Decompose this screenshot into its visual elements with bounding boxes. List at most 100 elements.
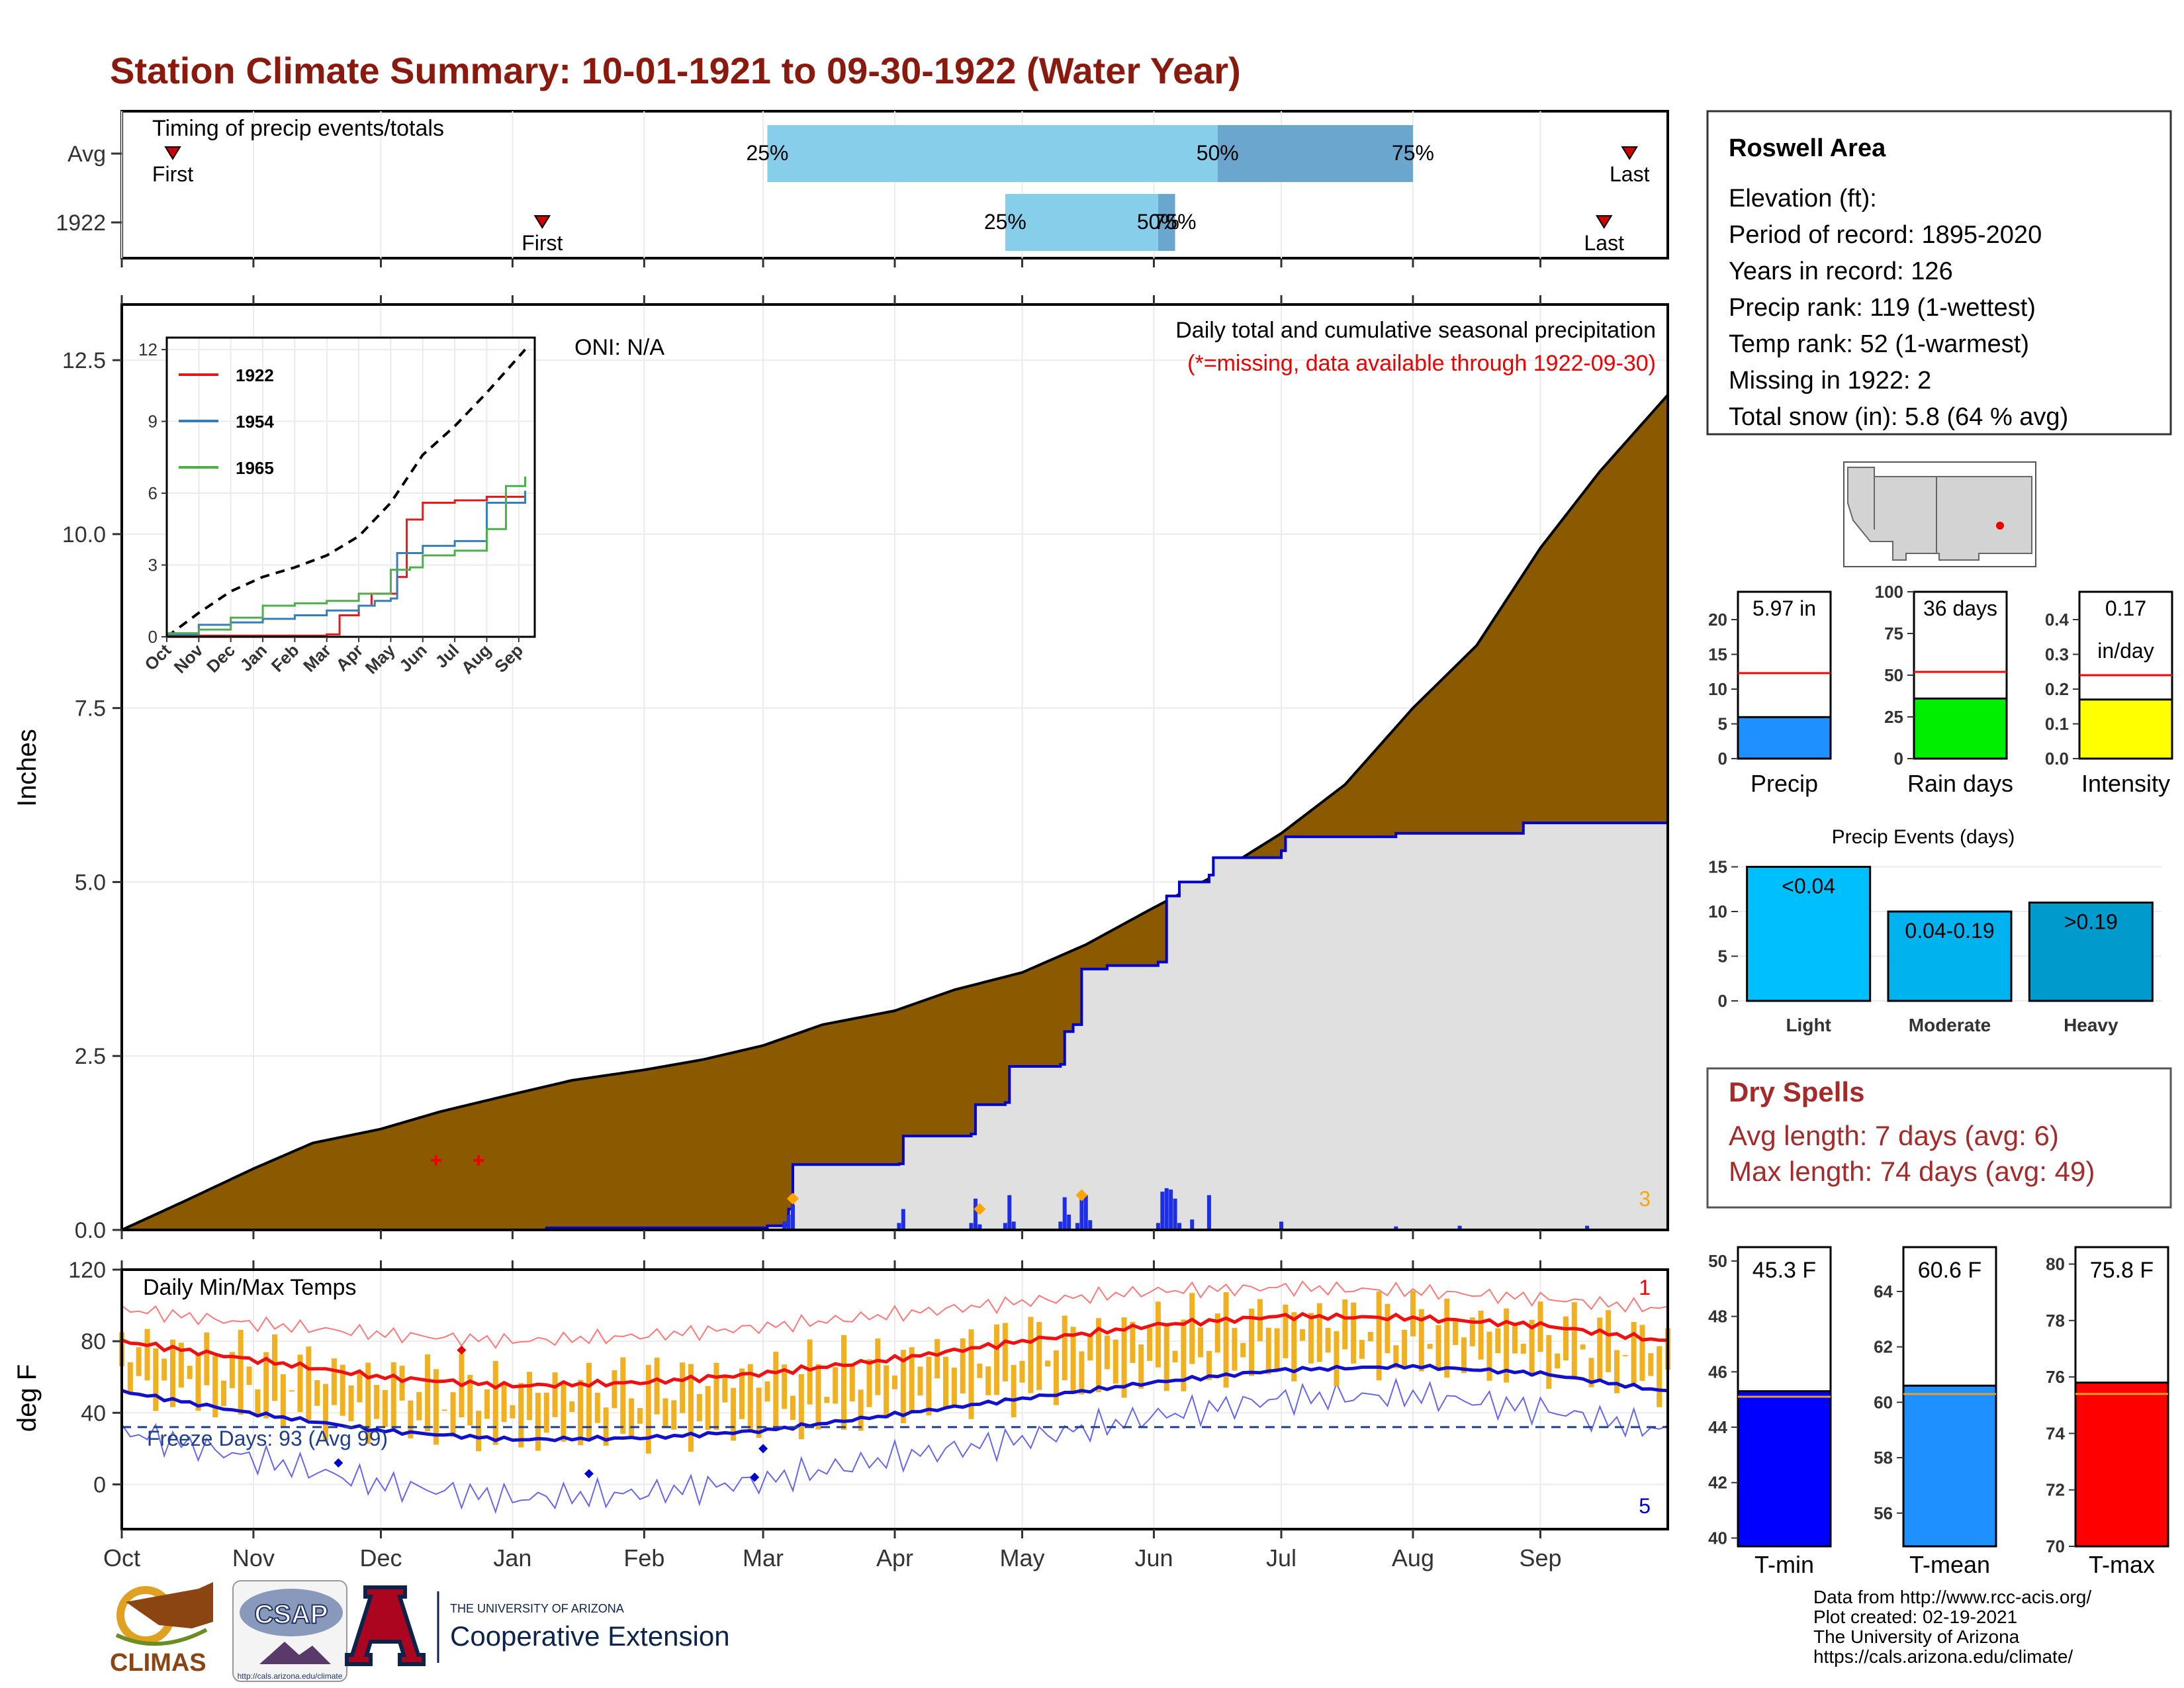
- daily-temp-bar: [1580, 1344, 1586, 1350]
- temp-bar-y-tick-label: 70: [2046, 1536, 2065, 1556]
- temp-bar-y-tick-label: 44: [1708, 1417, 1727, 1437]
- oni-label: ONI: N/A: [574, 335, 664, 360]
- timing-label-25: 25%: [984, 210, 1026, 234]
- csap-logo-cloud: [240, 1589, 343, 1636]
- mini-bar-category-label: Precip: [1751, 770, 1818, 797]
- daily-temp-bar: [238, 1330, 244, 1415]
- timing-bar-25-50: [1005, 194, 1158, 251]
- temp-bar-y-tick-label: 50: [1708, 1251, 1727, 1271]
- daily-temp-bar: [357, 1373, 363, 1403]
- temp-bar-y-tick-label: 46: [1708, 1362, 1727, 1382]
- station-location-dot: [1996, 522, 2004, 530]
- daily-temp-bar: [858, 1389, 864, 1431]
- daily-temp-bar: [934, 1338, 940, 1379]
- daily-precip-bar: [790, 1205, 795, 1230]
- daily-temp-bar: [875, 1338, 881, 1395]
- temp-bar-y-tick-label: 56: [1874, 1503, 1893, 1523]
- daily-temp-bar: [1393, 1345, 1399, 1368]
- daily-temp-bar: [1529, 1319, 1535, 1377]
- daily-temp-bar: [1385, 1303, 1390, 1354]
- inset-legend: 1922 1954 1965: [179, 365, 274, 478]
- inset-legend-label: 1965: [236, 458, 274, 478]
- daily-temp-bar: [782, 1364, 788, 1409]
- daily-temp-bar: [1036, 1322, 1042, 1390]
- climas-logo-text: CLIMAS: [110, 1649, 206, 1677]
- precip-y-tick-label: 5.0: [75, 870, 106, 895]
- daily-temp-bar: [1104, 1335, 1110, 1370]
- mini-bar-category-label: Rain days: [1907, 770, 2013, 797]
- inset-legend-label: 1922: [236, 365, 274, 385]
- daily-precip-bar: [973, 1198, 978, 1230]
- mini-bar-value: [1913, 697, 2008, 760]
- daily-temp-bar: [594, 1392, 600, 1423]
- mini-bar-y-tick-label: 0.3: [2045, 645, 2069, 665]
- events-category-label: Light: [1786, 1015, 1831, 1035]
- mini-bar-y-tick-label: 5: [1718, 714, 1727, 734]
- daily-temp-bar: [578, 1380, 584, 1446]
- precip-y-label: Inches: [13, 729, 42, 807]
- daily-temp-bar: [1351, 1302, 1357, 1364]
- daily-temp-bar: [425, 1354, 431, 1432]
- daily-precip-bar: [782, 1221, 787, 1230]
- inset-year-line-1954: [167, 491, 526, 635]
- daily-temp-bar: [1597, 1317, 1603, 1380]
- daily-precip-bar: [1156, 1223, 1160, 1230]
- daily-temp-bar: [280, 1374, 286, 1427]
- credit-line-2: Plot created: 02-19-2021: [1813, 1607, 2017, 1627]
- daily-temp-bar: [492, 1360, 498, 1445]
- daily-temp-bar: [722, 1375, 728, 1403]
- daily-temp-bar: [1614, 1350, 1619, 1393]
- daily-precip-bar: [1058, 1221, 1063, 1230]
- month-ticks: [120, 258, 1541, 1270]
- dry-spells-box: Dry Spells Avg length: 7 days (avg: 6) M…: [1706, 1067, 2172, 1209]
- daily-temp-bar: [688, 1364, 694, 1452]
- average-tmax-line: [121, 1311, 1668, 1390]
- temp-y-tick-label: 80: [81, 1329, 106, 1354]
- daily-temp-bar: [229, 1352, 235, 1389]
- precip-event-markers: [430, 1154, 1088, 1215]
- mini-bar-y-tick-label: 50: [1884, 665, 1903, 685]
- daily-temp-bar: [1402, 1329, 1408, 1366]
- daily-temp-bar: [1138, 1344, 1144, 1389]
- daily-precip-bar: [1003, 1223, 1007, 1230]
- mini-bar-value-unit: in/day: [2097, 639, 2154, 663]
- daily-temp-bar: [569, 1401, 575, 1413]
- daily-temp-bar: [1113, 1339, 1118, 1384]
- daily-temp-bar: [153, 1348, 159, 1411]
- daily-temp-bar: [620, 1357, 626, 1434]
- mini-bar-y-tick-label: 15: [1708, 645, 1727, 665]
- precip-y-tick-label: 10.0: [62, 522, 106, 547]
- dry-spells-frame: [1706, 1067, 2172, 1209]
- mini-bar-value: [1737, 716, 1832, 760]
- mini-bar-y-tick-label: 25: [1884, 707, 1903, 727]
- daily-temp-bar: [561, 1383, 567, 1442]
- daily-temp-bar: [790, 1395, 796, 1421]
- daily-temp-bar: [764, 1381, 770, 1402]
- daily-temp-bar: [1588, 1358, 1594, 1387]
- month-label: Jul: [1266, 1544, 1297, 1571]
- daily-temp-bar: [815, 1364, 821, 1430]
- credit-line-3: The University of Arizona: [1813, 1626, 2020, 1647]
- daily-temp-bar: [408, 1400, 414, 1438]
- daily-temp-bar: [1342, 1299, 1348, 1350]
- daily-temp-bar: [263, 1352, 269, 1419]
- daily-temp-bar: [985, 1366, 991, 1395]
- month-label: Jun: [1134, 1544, 1173, 1571]
- daily-temp-bar: [1087, 1335, 1093, 1361]
- daily-temp-bar: [1648, 1353, 1654, 1376]
- daily-temp-bar: [195, 1354, 201, 1411]
- mini-bar-value-label: 0.17: [2105, 596, 2146, 620]
- timing-triangle-marker: [164, 146, 181, 160]
- daily-precip-bar: [1394, 1226, 1398, 1230]
- ua-big-text: Cooperative Extension: [450, 1620, 730, 1652]
- temp-bar-value-label: 75.8 F: [2090, 1258, 2154, 1283]
- month-label: Mar: [743, 1544, 784, 1571]
- station-info-line: Years in record: 126: [1729, 258, 1953, 285]
- daily-temp-bar: [1070, 1327, 1076, 1393]
- seasonal-total-bars: 0 5 10 15 20 5.97 in Precip 0 25 50 75 100 36 days Ra…: [1708, 582, 2173, 797]
- inset-y-tick-label: 6: [148, 483, 158, 503]
- mini-bar-y-tick-label: 100: [1875, 582, 1903, 602]
- timing-label-75: 75%: [1154, 210, 1197, 234]
- daily-temp-bar: [552, 1372, 558, 1417]
